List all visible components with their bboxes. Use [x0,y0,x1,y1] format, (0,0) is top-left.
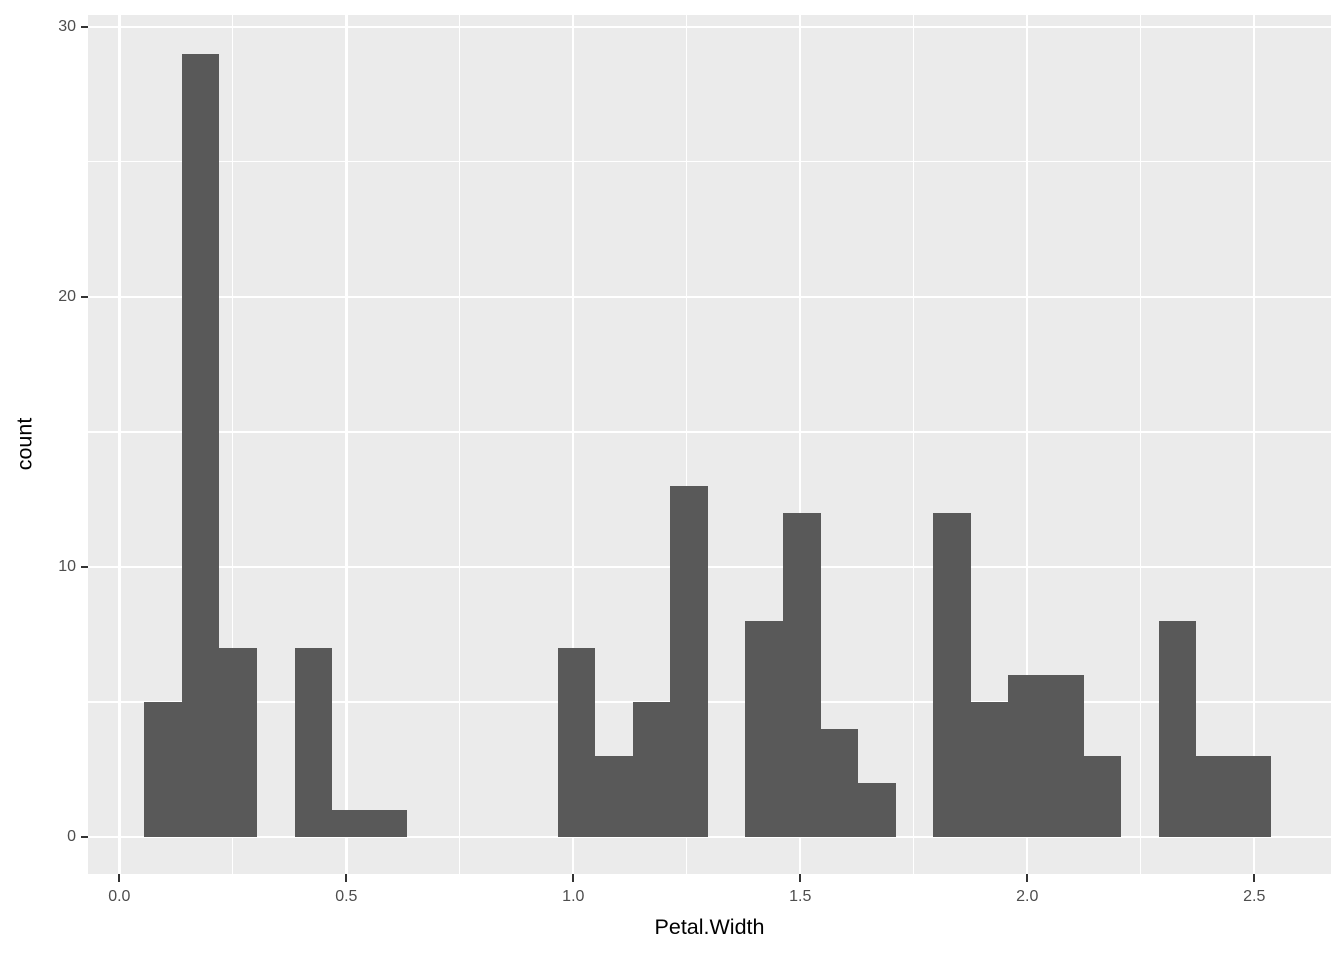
x-tick-label: 1.0 [562,888,585,905]
y-tick-label: 10 [58,557,76,575]
x-tick-label: 0.5 [335,888,358,905]
histogram-bar [783,512,821,837]
minor-gridline-vertical [459,15,461,874]
histogram-bar [144,701,182,837]
histogram-bar [820,728,859,837]
histogram-bar [1196,755,1234,837]
minor-gridline-vertical [686,15,688,874]
y-axis-title: count [12,417,37,471]
minor-gridline-vertical [232,15,234,874]
histogram-bar [858,782,896,837]
y-axis-tick-mark [80,835,88,839]
y-axis-tick-mark [80,25,88,28]
major-gridline-vertical [345,15,348,874]
major-gridline-vertical [1253,15,1256,874]
y-tick-label: 0 [67,828,76,845]
histogram-bar [294,647,333,837]
major-gridline-vertical [1026,15,1029,874]
x-axis-tick-mark [572,874,575,882]
x-tick-label: 0.0 [108,888,131,905]
major-gridline-horizontal [88,25,1331,29]
y-tick-label: 20 [58,287,76,305]
histogram-bar [745,620,784,837]
histogram-bar [332,810,370,837]
major-gridline-vertical [572,15,575,874]
histogram-bar [557,647,596,837]
x-axis-tick-mark [799,874,802,882]
histogram-bar [1046,674,1084,837]
minor-gridline-horizontal [88,161,1331,163]
major-gridline-horizontal [88,295,1331,299]
x-tick-label: 2.5 [1243,888,1266,905]
minor-gridline-horizontal [88,701,1331,703]
y-tick-label: 30 [58,17,76,35]
plot-panel [88,15,1331,874]
y-axis-tick-mark [80,565,88,569]
x-axis-tick-mark [118,874,121,882]
histogram-bar [1083,755,1122,837]
minor-gridline-vertical [1140,15,1142,874]
major-gridline-horizontal [88,565,1331,569]
histogram-bar [595,755,633,837]
histogram-bar [219,647,257,837]
x-axis-title: Petal.Width [654,915,765,939]
major-gridline-horizontal [88,835,1331,839]
histogram-bar [632,701,671,837]
x-axis-tick-mark [1026,874,1029,882]
histogram-bar [933,512,971,837]
histogram-bar [181,53,220,837]
minor-gridline-horizontal [88,431,1331,433]
histogram-bar [1233,755,1272,837]
x-axis-tick-mark [345,874,348,882]
major-gridline-vertical [118,15,121,874]
histogram-bar [970,701,1009,837]
major-gridline-vertical [799,15,802,874]
x-axis-tick-mark [1253,874,1256,882]
x-tick-label: 1.5 [789,888,812,905]
histogram-bar [369,810,408,837]
histogram-bar [670,485,708,837]
x-tick-label: 2.0 [1016,888,1039,905]
minor-gridline-vertical [913,15,915,874]
y-axis-tick-mark [80,295,88,298]
histogram-bar [1008,674,1047,837]
histogram-bar [1158,620,1197,837]
